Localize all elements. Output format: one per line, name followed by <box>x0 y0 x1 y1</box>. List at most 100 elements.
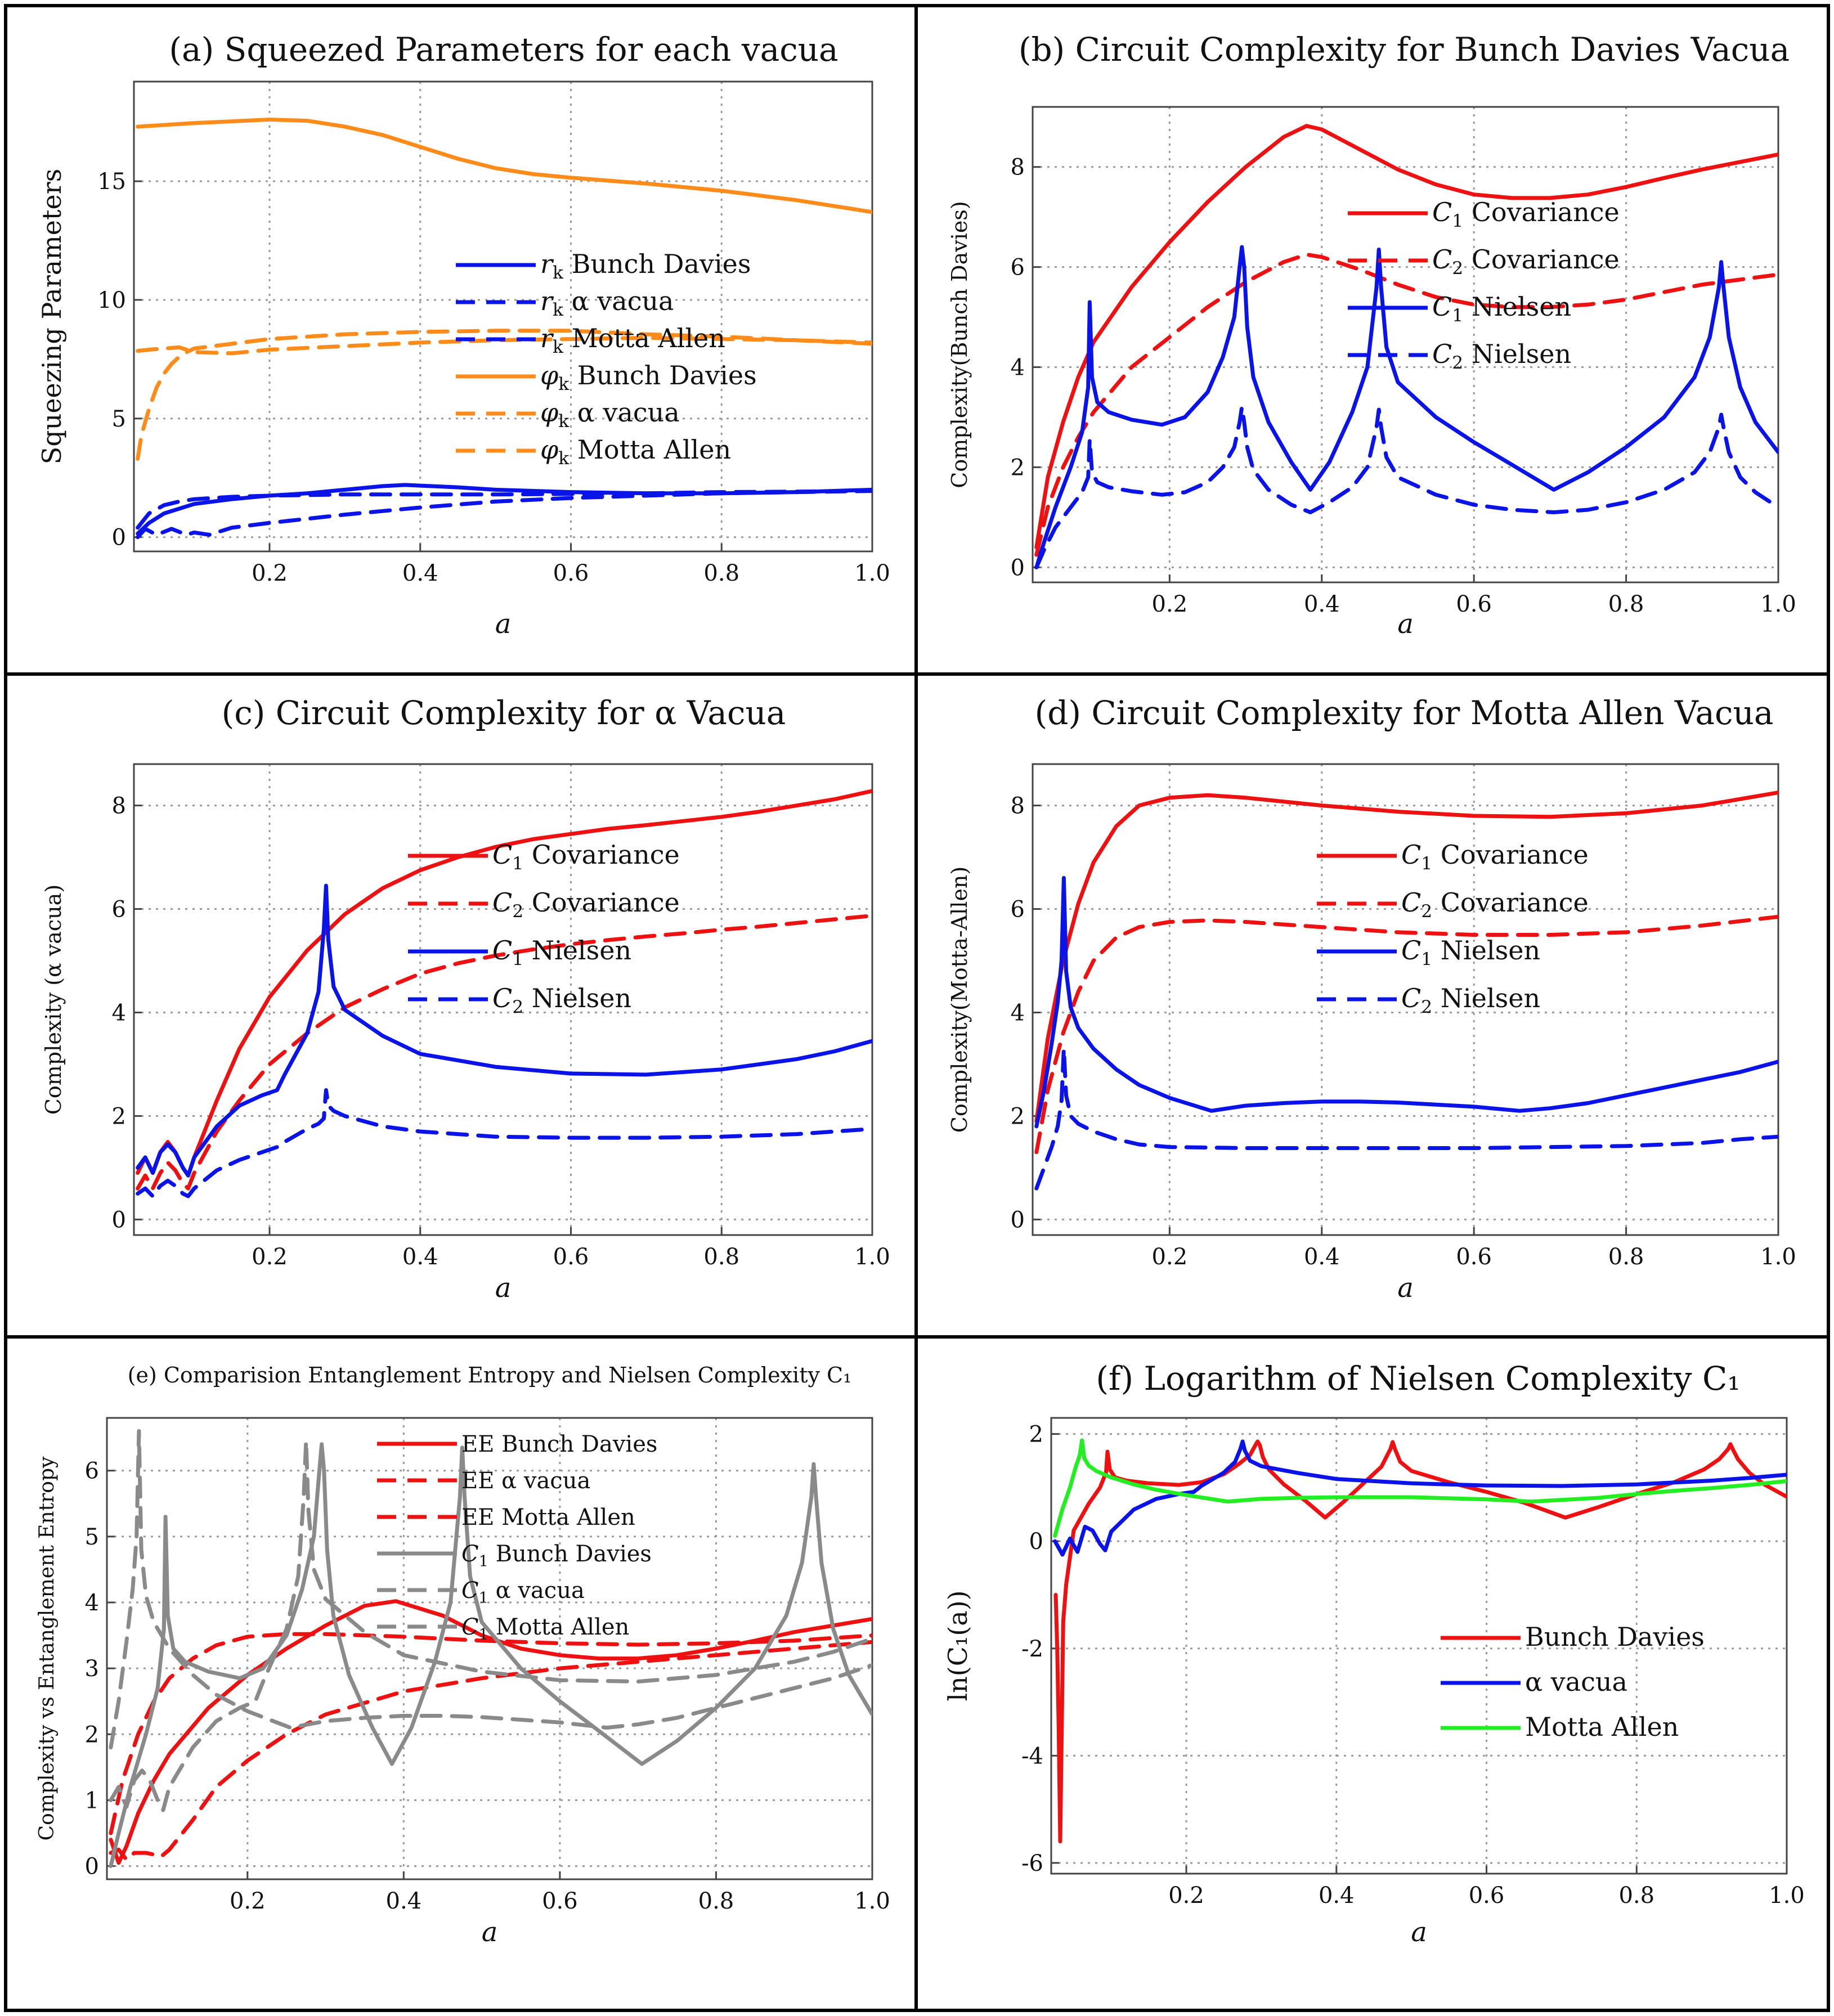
legend-label: rk α vacua <box>540 286 674 320</box>
y-tick-label: -2 <box>1021 1636 1043 1662</box>
y-tick-label: 2 <box>112 1103 126 1129</box>
x-tick-label: 0.2 <box>230 1888 266 1914</box>
x-tick-label: 1.0 <box>854 1888 890 1914</box>
x-tick-label: 0.8 <box>698 1888 734 1914</box>
legend-label: C1 Nielsen <box>492 935 631 969</box>
chart-title: (f) Logarithm of Nielsen Complexity C₁ <box>1096 1359 1740 1398</box>
y-axis-label: Complexity(Bunch Davies) <box>947 201 972 488</box>
y-tick-label: 0 <box>112 1207 126 1233</box>
y-tick-label: 2 <box>1029 1422 1043 1448</box>
legend: Bunch Davies α vacua Motta Allen <box>1441 1622 1705 1742</box>
y-tick-label: -6 <box>1021 1851 1043 1876</box>
series-line-c2-covariance <box>136 914 872 1191</box>
x-tick-label: 0.4 <box>402 560 438 586</box>
legend-label: C1 Nielsen <box>1432 291 1571 326</box>
legend-label: C1 Covariance <box>1401 839 1589 874</box>
legend-label: φk Motta Allen <box>540 434 731 469</box>
x-axis-label: a <box>495 1272 512 1304</box>
legend-label: C2 Covariance <box>492 887 680 922</box>
legend-label: α vacua <box>1525 1667 1627 1697</box>
y-tick-label: 0 <box>1011 555 1025 581</box>
legend-label: C1 Motta Allen <box>461 1614 629 1644</box>
legend-label: φk α vacua <box>540 397 680 432</box>
panel-f-log-nielsen-complexity: (f) Logarithm of Nielsen Complexity C₁ 0.… <box>943 1359 1805 1948</box>
cell-f-border <box>914 1335 1830 2012</box>
y-tick-label: 4 <box>85 1590 99 1616</box>
legend-label: C1 Bunch Davies <box>461 1541 652 1570</box>
series-line-phik-bunch-davies <box>136 118 872 214</box>
legend-label: C1 α vacua <box>461 1578 585 1607</box>
panel-borders <box>4 4 1830 2012</box>
chart-title: (a) Squeezed Parameters for each vacua <box>169 30 838 69</box>
x-tick-label: 1.0 <box>854 1244 890 1270</box>
series-line-rk-motta-allen <box>136 489 872 530</box>
series-line-c1-alpha-vacua <box>109 1439 872 1812</box>
y-tick-label: 2 <box>85 1722 99 1748</box>
series-group <box>136 118 872 540</box>
series-line-c1-nielsen <box>1034 875 1778 1129</box>
x-tick-label: 0.2 <box>252 560 288 586</box>
legend-label: C2 Covariance <box>1432 244 1620 279</box>
y-tick-label: 2 <box>1011 455 1025 481</box>
x-axis-label: a <box>495 608 512 640</box>
x-tick-label: 0.6 <box>542 1888 578 1914</box>
series-line-rk-bunch-davies <box>136 483 872 536</box>
x-tick-label: 0.4 <box>402 1244 438 1270</box>
chart-title: (e) Comparision Entanglement Entropy and… <box>128 1363 852 1388</box>
x-tick-label: 0.8 <box>703 1244 739 1270</box>
y-tick-label: 1 <box>85 1788 99 1813</box>
y-tick-label: 4 <box>112 1000 126 1026</box>
x-tick-label: 1.0 <box>1760 1244 1796 1270</box>
series-group <box>1034 124 1778 569</box>
series-line-ee-motta-allen <box>109 1632 872 1835</box>
x-tick-label: 0.2 <box>1152 591 1188 617</box>
x-tick-label: 0.4 <box>386 1888 422 1914</box>
x-axis-label: a <box>1411 1916 1427 1948</box>
cell-c-border <box>4 672 918 1339</box>
x-tick-label: 0.6 <box>1456 591 1492 617</box>
x-tick-label: 1.0 <box>1769 1883 1805 1909</box>
x-axis-label: a <box>1397 608 1414 640</box>
series-group <box>1053 1438 1787 1844</box>
y-tick-label: 15 <box>97 169 126 195</box>
series-line-bunch-davies <box>1053 1439 1787 1844</box>
series-line-c2-covariance <box>1034 914 1778 1155</box>
y-tick-label: 4 <box>1011 1000 1025 1026</box>
x-tick-label: 0.8 <box>1608 1244 1644 1270</box>
x-tick-label: 0.4 <box>1304 591 1340 617</box>
series-line-c2-nielsen <box>1034 405 1778 569</box>
y-tick-label: 0 <box>1011 1207 1025 1233</box>
x-tick-label: 0.6 <box>553 1244 589 1270</box>
x-tick-label: 0.4 <box>1304 1244 1340 1270</box>
series-line-ee-alpha-vacua <box>109 1640 872 1862</box>
legend: EE Bunch Davies EE α vacua EE Motta Allen C… <box>377 1431 657 1644</box>
legend-label: EE α vacua <box>461 1468 590 1494</box>
grid-lines <box>134 82 873 551</box>
x-tick-label: 1.0 <box>854 560 890 586</box>
series-line-c2-covariance <box>1034 252 1778 557</box>
panel-b-bunch-davies-complexity: (b) Circuit Complexity for Bunch Davies … <box>947 30 1796 640</box>
legend-label: EE Motta Allen <box>461 1505 635 1530</box>
y-axis-label: Squeezing Parameters <box>37 169 67 465</box>
y-tick-label: 6 <box>85 1458 99 1484</box>
x-tick-label: 0.6 <box>553 560 589 586</box>
plot-frame <box>133 80 873 553</box>
panel-c-alpha-vacua-complexity: (c) Circuit Complexity for α Vacua 0.2 0.4… <box>41 694 890 1304</box>
y-axis-label: Complexity(Motta-Allen) <box>947 866 972 1133</box>
legend-label: Bunch Davies <box>1525 1622 1705 1652</box>
series-group <box>136 789 872 1198</box>
panel-e-entropy-vs-complexity: (e) Comparision Entanglement Entropy and… <box>35 1363 890 1948</box>
panel-a-squeezed-parameters: (a) Squeezed Parameters for each vacua 0.… <box>37 30 890 640</box>
series-line-c1-nielsen <box>136 883 872 1178</box>
y-axis-label: Complexity vs Entanglement Entropy <box>35 1456 59 1840</box>
x-axis-label: a <box>482 1916 498 1948</box>
y-tick-label: 10 <box>97 288 126 313</box>
legend: C1 Covariance C2 Covariance C1 Nielsen C2 N… <box>1348 197 1620 373</box>
grid-lines <box>107 1418 873 1879</box>
y-tick-label: 8 <box>112 793 126 819</box>
legend-label: EE Bunch Davies <box>461 1431 657 1457</box>
y-tick-label: 4 <box>1011 355 1025 381</box>
legend-label: C2 Nielsen <box>492 983 631 1017</box>
legend-label: φk Bunch Davies <box>540 360 757 394</box>
